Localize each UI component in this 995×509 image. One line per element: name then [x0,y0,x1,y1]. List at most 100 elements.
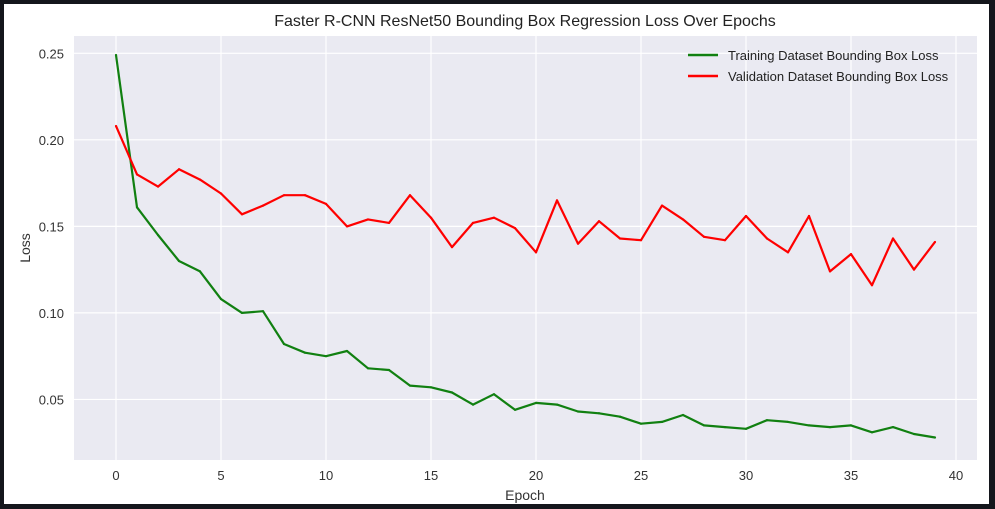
validation-point [807,214,811,218]
training-point [933,436,937,439]
training-point [702,424,706,427]
training-point [849,424,853,427]
training-point [408,384,412,387]
training-point [912,432,916,436]
training-point [345,349,349,353]
training-point [597,412,601,415]
validation-point [282,194,286,197]
x-tick-label: 35 [844,468,858,483]
validation-point [156,185,160,188]
y-axis-title: Loss [17,233,33,263]
validation-point [303,194,307,197]
legend: Training Dataset Bounding Box Loss Valid… [688,48,949,84]
validation-point [261,204,265,207]
x-tick-label: 25 [634,468,648,483]
validation-point [660,204,664,207]
y-tick-label: 0.05 [39,392,64,407]
validation-point [471,221,475,225]
training-point [198,270,202,273]
legend-label-training: Training Dataset Bounding Box Loss [728,48,939,63]
validation-point [492,216,496,219]
validation-point [849,252,853,256]
x-tick-label: 0 [112,468,119,483]
training-point [765,419,769,422]
training-loss-line [114,54,936,439]
validation-point [408,194,412,197]
x-tick-label: 10 [319,468,333,483]
validation-point [114,124,118,128]
validation-point [387,221,391,225]
validation-point [240,213,244,216]
validation-point [324,202,328,205]
legend-label-validation: Validation Dataset Bounding Box Loss [728,69,949,84]
validation-point [933,240,937,244]
validation-point [135,173,139,176]
y-tick-labels: 0.05 0.10 0.15 0.20 0.25 [39,46,64,407]
training-point [618,415,622,418]
validation-point [219,192,223,195]
training-point [513,408,517,411]
validation-point [345,225,349,228]
loss-chart: 0.05 0.10 0.15 0.20 0.25 0 5 10 15 20 25 30 35 40 Fa… [17,13,977,503]
validation-point [723,239,727,242]
x-tick-label: 15 [424,468,438,483]
training-point [240,311,244,314]
validation-point [597,220,601,223]
grid-lines [74,36,977,460]
y-tick-label: 0.15 [39,219,64,234]
validation-point [618,237,622,240]
validation-point [702,235,706,238]
validation-point [555,199,559,202]
validation-point [513,226,517,230]
validation-point [450,246,454,249]
training-point [681,413,685,417]
validation-point [681,218,685,221]
validation-point [786,251,790,254]
x-tick-label: 5 [217,468,224,483]
validation-point [912,268,916,271]
x-tick-label: 40 [949,468,963,483]
training-point [429,386,433,389]
training-point [807,424,811,427]
plot-area [74,36,977,460]
validation-point [177,168,181,171]
training-point [282,342,286,346]
training-point [471,403,475,406]
training-point [219,297,223,301]
training-point [261,310,265,313]
training-point [744,427,748,430]
validation-point [366,218,370,221]
validation-point [429,216,433,219]
x-tick-label: 20 [529,468,543,483]
y-tick-label: 0.25 [39,46,64,61]
chart-frame: 0.05 0.10 0.15 0.20 0.25 0 5 10 15 20 25 30 35 40 Fa… [4,4,989,504]
validation-point [870,284,874,287]
training-point [828,426,832,429]
chart-title: Faster R-CNN ResNet50 Bounding Box Regre… [274,13,776,30]
validation-point [576,242,580,245]
training-point [891,426,895,429]
training-point [366,367,370,370]
training-point [114,53,118,57]
training-point [135,206,139,209]
training-point [660,420,664,424]
training-point [387,368,391,372]
validation-point [198,178,202,181]
training-point [303,351,307,354]
validation-point [639,239,643,242]
training-point [786,420,790,424]
series-lines [114,53,937,439]
x-tick-label: 30 [739,468,753,483]
training-point [639,422,643,425]
x-axis-title: Epoch [505,487,545,503]
training-point [492,393,496,396]
training-point [534,401,538,404]
y-tick-label: 0.10 [39,306,64,321]
x-tick-labels: 0 5 10 15 20 25 30 35 40 [112,468,963,483]
training-point [324,355,328,358]
training-point [450,391,454,394]
validation-point [765,237,769,240]
training-point [177,259,181,263]
validation-point [891,237,895,240]
y-tick-label: 0.20 [39,133,64,148]
